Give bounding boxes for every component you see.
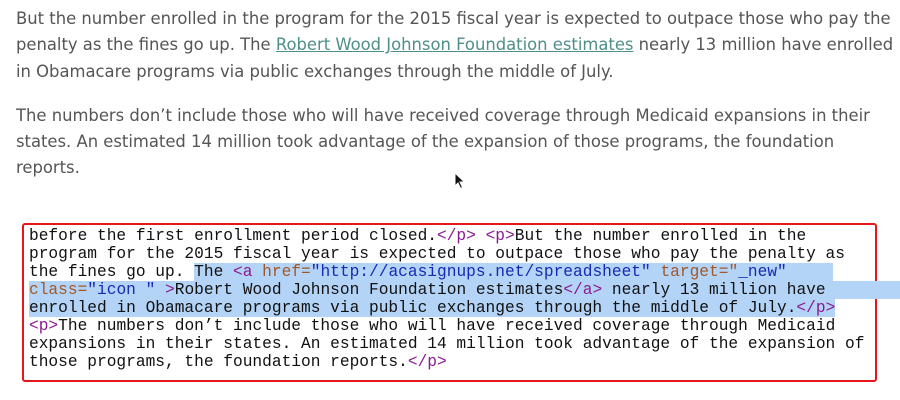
html-source-code[interactable]: before the first enrollment period close… — [29, 227, 900, 371]
paragraph-line: But the number enrolled in the program f… — [16, 6, 896, 32]
code-tag: <p> — [485, 227, 515, 245]
code-tag: </p> — [796, 299, 836, 317]
code-text: expansions in their states. An estimated… — [29, 335, 865, 353]
code-text: Robert Wood Johnson Foundation estimates — [174, 281, 564, 299]
code-text: But the number enrolled in the — [514, 227, 807, 245]
selection-highlight — [786, 263, 833, 281]
code-tag: <a — [233, 263, 263, 281]
code-line: those programs, the foundation reports.<… — [29, 353, 864, 371]
code-tag: </p> — [437, 227, 476, 245]
paragraph-text: But the number enrolled in the program f… — [16, 9, 891, 28]
article-paragraph: But the number enrolled in the program f… — [16, 6, 896, 85]
code-text — [476, 227, 486, 245]
code-line: before the first enrollment period close… — [29, 227, 864, 245]
code-tag: > — [155, 281, 175, 299]
code-text: before the first enrollment period close… — [29, 227, 437, 245]
code-attribute: target=" — [660, 263, 739, 281]
code-tag: </a> — [563, 281, 603, 299]
code-attribute: class= — [29, 281, 88, 299]
code-attribute: href= — [262, 263, 311, 281]
paragraph-text: The numbers don’t include those who will… — [16, 105, 870, 125]
paragraph-line: in Obamacare programs via public exchang… — [16, 59, 896, 85]
code-text — [650, 263, 661, 281]
code-text: enrolled in Obamacare programs via publi… — [29, 299, 797, 317]
code-line: expansions in their states. An estimated… — [29, 335, 864, 353]
code-text: those programs, the foundation reports. — [29, 353, 408, 371]
code-text: The numbers don’t include those who will… — [58, 317, 836, 335]
paragraph-line: states. An estimated 14 million took adv… — [16, 129, 896, 155]
code-line: <p>The numbers don’t include those who w… — [29, 317, 864, 335]
paragraph-text: reports. — [16, 158, 80, 178]
code-text: nearly 13 million have — [602, 281, 826, 299]
code-text: The — [194, 263, 233, 281]
code-line: program for the 2015 fiscal year is expe… — [29, 245, 864, 263]
paragraph-text: nearly 13 million have enrolled — [633, 35, 894, 55]
code-text: program for the 2015 fiscal year is expe… — [29, 245, 845, 263]
code-attribute-value: "http://acasignups.net/spreadsheet" — [310, 263, 651, 281]
code-line: enrolled in Obamacare programs via publi… — [29, 299, 864, 317]
article-body: But the number enrolled in the program f… — [16, 6, 896, 200]
code-tag: </p> — [407, 353, 447, 371]
paragraph-line: reports. — [16, 155, 896, 181]
code-attribute-value: "icon " — [87, 281, 156, 299]
code-attribute-value: _new" — [738, 263, 787, 281]
article-paragraph: The numbers don’t include those who will… — [16, 103, 896, 182]
code-line: class="icon " >Robert Wood Johnson Found… — [29, 281, 900, 299]
rwjf-estimates-link[interactable]: Robert Wood Johnson Foundation estimates — [275, 35, 634, 55]
paragraph-text: in Obamacare programs via public exchang… — [16, 61, 614, 81]
code-text: the fines go up. — [29, 263, 195, 281]
paragraph-line: penalty as the fines go up. The Robert W… — [16, 32, 896, 58]
code-tag: <p> — [29, 317, 59, 335]
code-line: the fines go up. The <a href="http://aca… — [29, 263, 864, 281]
html-source-editor[interactable]: before the first enrollment period close… — [22, 223, 900, 382]
paragraph-text: penalty as the fines go up. The — [16, 35, 276, 55]
mouse-pointer-icon — [454, 171, 466, 194]
paragraph-text: states. An estimated 14 million took adv… — [16, 132, 835, 152]
paragraph-line: The numbers don’t include those who will… — [16, 103, 896, 129]
